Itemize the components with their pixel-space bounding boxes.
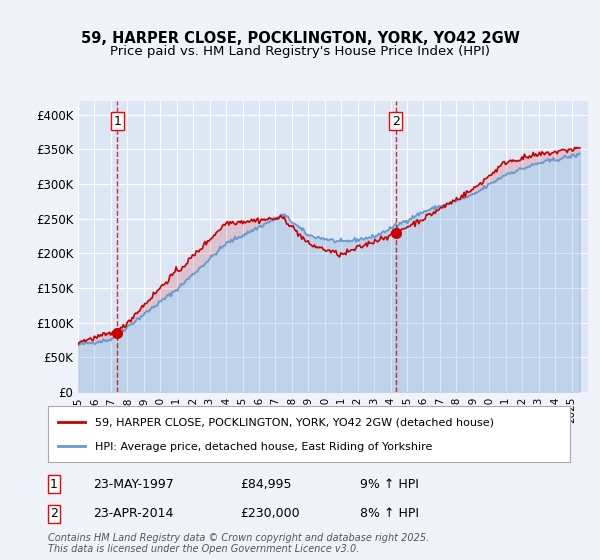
Text: Contains HM Land Registry data © Crown copyright and database right 2025.
This d: Contains HM Land Registry data © Crown c… (48, 533, 429, 554)
Text: 8% ↑ HPI: 8% ↑ HPI (360, 507, 419, 520)
Text: £84,995: £84,995 (240, 478, 292, 491)
Text: £230,000: £230,000 (240, 507, 299, 520)
Text: 23-MAY-1997: 23-MAY-1997 (93, 478, 174, 491)
Text: 2: 2 (392, 115, 400, 128)
Text: 1: 1 (113, 115, 121, 128)
Text: 2: 2 (50, 507, 58, 520)
Text: 9% ↑ HPI: 9% ↑ HPI (360, 478, 419, 491)
Text: HPI: Average price, detached house, East Riding of Yorkshire: HPI: Average price, detached house, East… (95, 442, 433, 452)
Text: Price paid vs. HM Land Registry's House Price Index (HPI): Price paid vs. HM Land Registry's House … (110, 45, 490, 58)
Text: 23-APR-2014: 23-APR-2014 (93, 507, 173, 520)
Text: 59, HARPER CLOSE, POCKLINGTON, YORK, YO42 2GW (detached house): 59, HARPER CLOSE, POCKLINGTON, YORK, YO4… (95, 418, 494, 428)
Text: 59, HARPER CLOSE, POCKLINGTON, YORK, YO42 2GW: 59, HARPER CLOSE, POCKLINGTON, YORK, YO4… (80, 31, 520, 46)
Text: 1: 1 (50, 478, 58, 491)
